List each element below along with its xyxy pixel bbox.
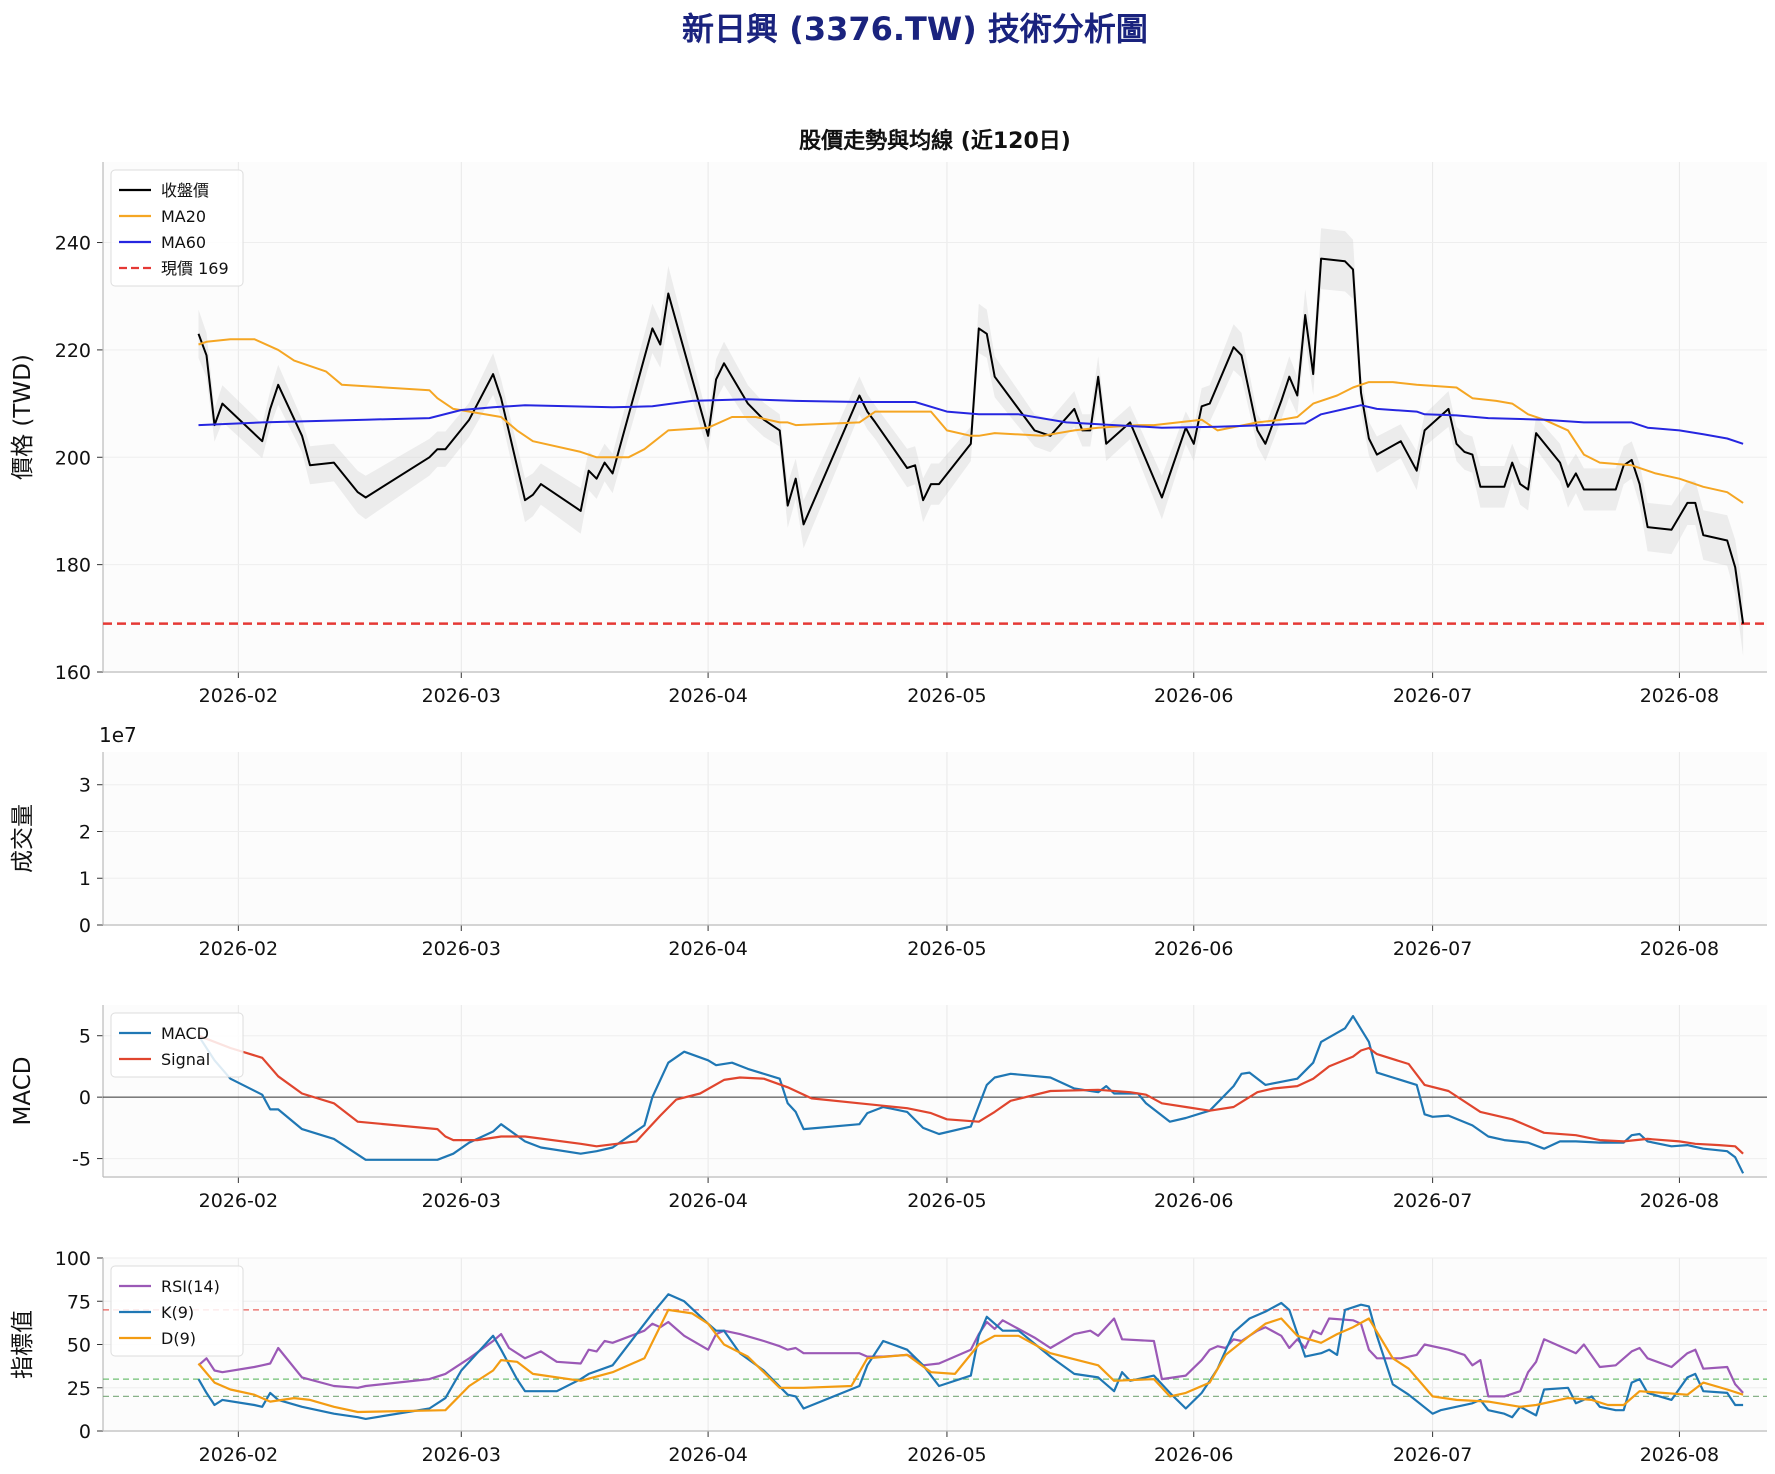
oscillator-legend-entry: RSI(14) [161,1277,220,1296]
volume-x-tick-label: 2026-04 [668,938,747,960]
price-x-tick-label: 2026-02 [199,685,278,707]
figure-title: 新日興 (3376.TW) 技術分析圖 [682,10,1148,48]
oscillator-legend-entry: K(9) [161,1303,194,1322]
oscillator-series-d [197,1308,1744,1414]
price-legend-entry: MA20 [161,207,206,226]
macd-legend: MACD Signal [110,1012,244,1078]
volume-x-tick-label: 2026-03 [422,938,501,960]
macd-background [103,1005,1767,1177]
price-x-tick-label: 2026-08 [1640,685,1719,707]
price-subplot-title: 股價走勢與均線 (近120日) [799,128,1071,154]
macd-y-tick-label: 0 [79,1087,91,1109]
price-series-ma20 [198,338,1744,504]
volume-x-tick-label: 2026-07 [1393,938,1472,960]
volume-x-tick-label: 2026-06 [1154,938,1233,960]
macd-x-tick-label: 2026-08 [1640,1190,1719,1212]
macd-y-tick-label: -5 [72,1149,91,1171]
oscillator-plot-content [103,1293,1767,1420]
oscillator-legend: RSI(14) K(9) D(9) [110,1265,244,1357]
price-y-tick-label: 240 [55,233,91,255]
macd-x-tick-label: 2026-04 [668,1190,747,1212]
volume-x-tick-label: 2026-08 [1640,938,1719,960]
volume-x-tick-label: 2026-05 [907,938,986,960]
oscillator-y-axis-label: 指標值 [10,1310,36,1379]
volume-y-tick-label: 0 [79,915,91,937]
macd-legend-entry: Signal [161,1050,210,1069]
oscillator-y-tick-label: 75 [67,1291,91,1313]
price-legend-entry: 現價 169 [161,259,229,278]
macd-x-tick-label: 2026-02 [199,1190,278,1212]
oscillator-y-tick-label: 100 [55,1248,91,1270]
macd-series-macd [197,1015,1745,1174]
macd-series-signal [198,1034,1744,1155]
price-series-ma60 [198,398,1744,445]
price-y-axis-label: 價格 (TWD) [10,354,36,480]
volume-y-axis-label: 成交量 [10,804,36,873]
macd-x-tick-label: 2026-07 [1393,1190,1472,1212]
price-panel: 2026-02 2026-03 2026-04 2026-05 2026-06 2026-… [10,128,1767,707]
oscillator-y-tick-label: 50 [67,1335,91,1357]
volume-panel: 2026-02 2026-03 2026-04 2026-05 2026-06 2026-… [10,723,1767,960]
macd-legend-entry: MACD [161,1024,209,1043]
macd-plot-content [103,1015,1767,1174]
price-x-tick-label: 2026-07 [1393,685,1472,707]
oscillator-panel: 2026-02 2026-03 2026-04 2026-05 2026-06 2026-… [10,1248,1767,1466]
volume-y-tick-label: 3 [79,775,91,797]
macd-y-tick-label: 5 [79,1026,91,1048]
price-legend-entry: 收盤價 [161,181,209,200]
price-plot-content [103,228,1767,656]
macd-x-tick-label: 2026-06 [1154,1190,1233,1212]
oscillator-y-tick-label: 0 [79,1421,91,1443]
volume-background [103,752,1767,925]
price-x-tick-label: 2026-05 [907,685,986,707]
macd-x-tick-label: 2026-03 [422,1190,501,1212]
price-x-tick-label: 2026-03 [422,685,501,707]
plot-area: 2026-02 2026-03 2026-04 2026-05 2026-06 2026-… [10,128,1767,1466]
volume-y-tick-label: 1 [79,868,91,890]
oscillator-legend-frame [110,1265,244,1357]
price-legend-frame [110,169,244,287]
price-y-tick-label: 180 [55,555,91,577]
price-y-tick-label: 200 [55,447,91,469]
oscillator-x-tick-label: 2026-02 [199,1444,278,1466]
price-x-tick-label: 2026-04 [668,685,747,707]
price-y-tick-label: 220 [55,340,91,362]
price-y-tick-label: 160 [55,662,91,684]
macd-panel: 2026-02 2026-03 2026-04 2026-05 2026-06 2026-… [10,1005,1767,1212]
oscillator-x-tick-label: 2026-08 [1640,1444,1719,1466]
macd-legend-frame [110,1012,244,1078]
price-legend-entry: MA60 [161,233,206,252]
oscillator-series-rsi [197,1317,1744,1398]
oscillator-x-tick-label: 2026-04 [668,1444,747,1466]
oscillator-legend-entry: D(9) [161,1329,196,1348]
volume-y-tick-label: 2 [79,821,91,843]
oscillator-x-tick-label: 2026-03 [422,1444,501,1466]
oscillator-y-tick-label: 25 [67,1378,91,1400]
volume-x-tick-label: 2026-02 [199,938,278,960]
oscillator-x-tick-label: 2026-05 [907,1444,986,1466]
price-x-tick-label: 2026-06 [1154,685,1233,707]
volume-y-scale-label: 1e7 [99,723,137,747]
macd-y-axis-label: MACD [10,1057,36,1126]
oscillator-x-tick-label: 2026-06 [1154,1444,1233,1466]
macd-x-tick-label: 2026-05 [907,1190,986,1212]
price-legend: 收盤價 MA20 MA60 現價 169 [110,169,244,287]
oscillator-x-tick-label: 2026-07 [1393,1444,1472,1466]
